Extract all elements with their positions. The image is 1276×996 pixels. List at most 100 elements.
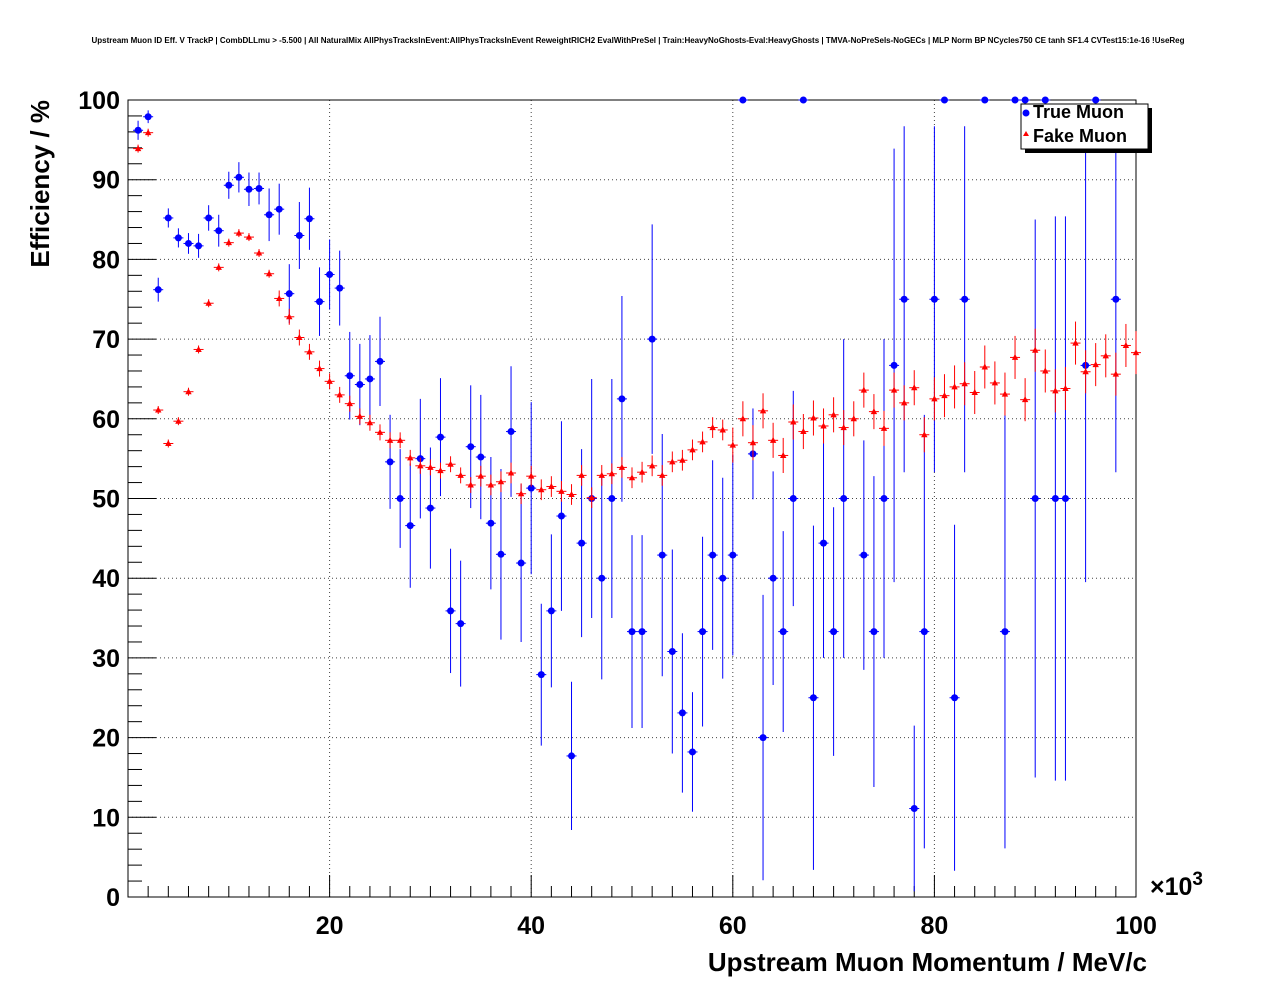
true-muon-marker (789, 495, 797, 502)
fake-muon-point (1030, 328, 1041, 372)
true-muon-marker (1021, 96, 1029, 104)
true-muon-point (223, 171, 234, 199)
fake-muon-point (1100, 334, 1111, 378)
true-muon-marker (275, 205, 283, 213)
fake-muon-marker (235, 229, 243, 236)
fake-muon-marker (155, 406, 162, 413)
fake-muon-point (979, 345, 990, 389)
true-muon-point (1110, 126, 1121, 473)
fake-muon-point (506, 462, 517, 484)
true-muon-point (233, 162, 244, 193)
fake-muon-marker (1112, 370, 1120, 377)
fake-muon-point (435, 462, 446, 479)
fake-muon-marker (558, 487, 565, 494)
true-muon-point (1050, 216, 1061, 781)
fake-muon-marker (921, 431, 928, 438)
true-muon-marker (870, 628, 878, 636)
fake-muon-point (687, 439, 698, 461)
fake-muon-marker (356, 412, 364, 419)
y-tick-label: 100 (78, 87, 120, 115)
true-muon-marker (930, 295, 938, 303)
true-muon-point (637, 535, 648, 729)
fake-muon-marker (870, 408, 878, 415)
fake-muon-marker (588, 494, 595, 501)
true-muon-marker (547, 607, 555, 615)
true-muon-marker (608, 495, 616, 502)
fake-muon-point (1090, 343, 1101, 387)
fake-muon-point (213, 263, 224, 272)
fake-muon-marker (366, 419, 374, 426)
fake-muon-point (516, 483, 527, 505)
fake-muon-marker (437, 467, 444, 474)
fake-muon-marker (306, 348, 313, 355)
fake-muon-point (879, 410, 889, 446)
true-muon-marker (326, 271, 334, 279)
fake-muon-point (1060, 366, 1071, 411)
true-muon-marker (144, 113, 152, 121)
fake-muon-point (637, 461, 648, 483)
x-tick-label: 100 (1115, 912, 1157, 940)
fake-muon-marker (205, 299, 212, 306)
fake-muon-marker (628, 474, 636, 481)
fake-muon-point (1131, 331, 1141, 375)
true-muon-marker (436, 433, 444, 441)
fake-muon-point (495, 471, 506, 493)
fake-muon-marker (951, 383, 958, 390)
fake-muon-marker (548, 483, 555, 490)
true-muon-marker (487, 519, 495, 527)
fake-muon-marker (1011, 353, 1019, 360)
fake-muon-marker (991, 379, 999, 386)
fake-muon-point (969, 370, 980, 415)
fake-muon-marker (386, 436, 394, 443)
true-muon-point (153, 277, 164, 302)
true-muon-point (1010, 96, 1021, 104)
fake-muon-marker (749, 439, 757, 446)
true-muon-marker (1011, 96, 1019, 104)
true-muon-point (677, 633, 688, 793)
x-tick-label: 60 (719, 912, 747, 940)
true-muon-point (1020, 96, 1031, 104)
fake-muon-marker (427, 463, 434, 470)
true-muon-marker (940, 96, 948, 104)
true-muon-point (818, 428, 829, 658)
true-muon-marker (517, 559, 525, 567)
true-muon-point (264, 188, 275, 242)
true-muon-marker (174, 234, 182, 242)
fake-muon-marker (1001, 390, 1009, 397)
fake-muon-point (233, 229, 244, 238)
true-muon-marker (346, 372, 354, 380)
fake-muon-point (304, 343, 315, 360)
fake-muon-marker (195, 345, 202, 352)
x-axis-label: Upstream Muon Momentum / MeV/c (708, 947, 1147, 977)
fake-muon-marker (890, 386, 898, 393)
true-muon-point (143, 110, 154, 124)
fake-muon-point (1110, 352, 1121, 396)
fake-muon-marker (729, 441, 736, 448)
true-muon-point (939, 96, 950, 104)
fake-muon-point (858, 372, 869, 408)
fake-muon-point (778, 437, 789, 473)
y-tick-labels: 0 10 20 30 40 50 60 70 80 90 100 (78, 87, 120, 912)
true-muon-point (274, 183, 285, 235)
fake-muon-marker (850, 415, 857, 422)
true-muon-marker (981, 96, 989, 104)
true-muon-point (697, 536, 708, 727)
chart-title: Upstream Muon ID Eff. V TrackP | CombDLL… (92, 36, 1185, 45)
fake-muon-marker (769, 436, 777, 443)
fake-muon-marker (507, 469, 515, 476)
y-tick-label: 90 (92, 167, 120, 195)
legend-true-muon-label: True Muon (1033, 102, 1124, 122)
true-muon-point (858, 440, 869, 670)
y-tick-label: 40 (92, 565, 120, 593)
true-muon-point (556, 421, 567, 611)
true-muon-marker (729, 551, 737, 559)
fake-muon-point (939, 374, 950, 418)
true-muon-point (687, 692, 698, 812)
fake-muon-marker (880, 424, 888, 431)
fake-muon-point (677, 449, 688, 471)
y-tick-label: 60 (92, 406, 120, 434)
true-muon-point (868, 476, 879, 788)
true-muon-marker (709, 551, 717, 559)
fake-muon-marker (699, 438, 706, 445)
fake-muon-marker (719, 426, 726, 433)
